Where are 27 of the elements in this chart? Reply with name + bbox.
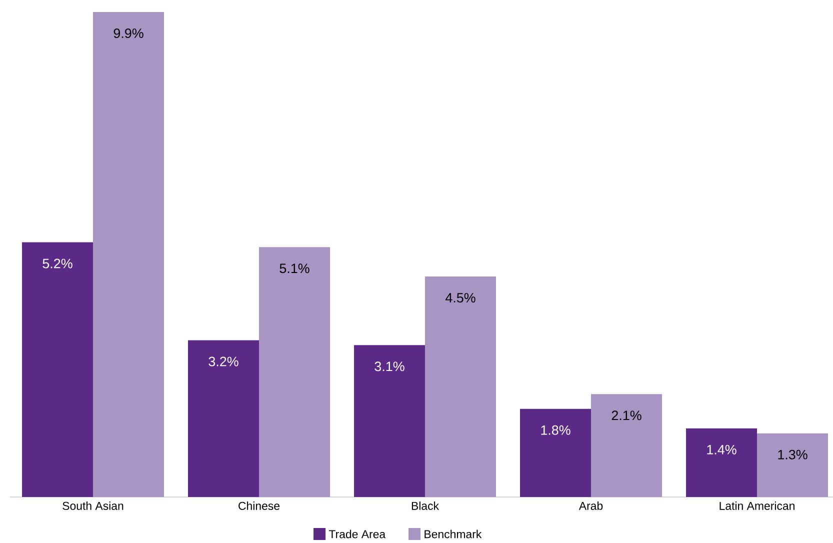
bar xyxy=(591,394,662,497)
data-label: 2.1% xyxy=(612,410,642,420)
bar xyxy=(259,247,330,497)
data-label: 1.3% xyxy=(778,450,808,460)
bar xyxy=(686,428,758,497)
legend-label: Trade Area xyxy=(328,530,386,538)
bar xyxy=(757,433,828,497)
data-label: 5.2% xyxy=(42,258,72,268)
bar xyxy=(520,408,592,497)
legend-label: Benchmark xyxy=(424,530,482,538)
data-label: 3.1% xyxy=(374,362,404,372)
data-label: 3.2% xyxy=(208,356,238,366)
data-label: 9.9% xyxy=(114,28,144,38)
bar xyxy=(93,12,164,497)
bar xyxy=(22,242,93,497)
x-tick-label: Arab xyxy=(578,502,603,510)
bar xyxy=(354,345,426,497)
data-label: 1.4% xyxy=(707,444,736,454)
data-label: 4.5% xyxy=(445,293,476,303)
bar xyxy=(188,340,259,497)
x-tick-label: Chinese xyxy=(238,502,280,510)
data-label: 1.8% xyxy=(541,425,570,435)
x-tick-label: Black xyxy=(412,502,440,510)
x-tick-label: Latin American xyxy=(720,502,794,510)
x-tick-label: South Asian xyxy=(62,502,124,510)
bar xyxy=(425,276,496,497)
data-label: 5.1% xyxy=(280,264,310,274)
